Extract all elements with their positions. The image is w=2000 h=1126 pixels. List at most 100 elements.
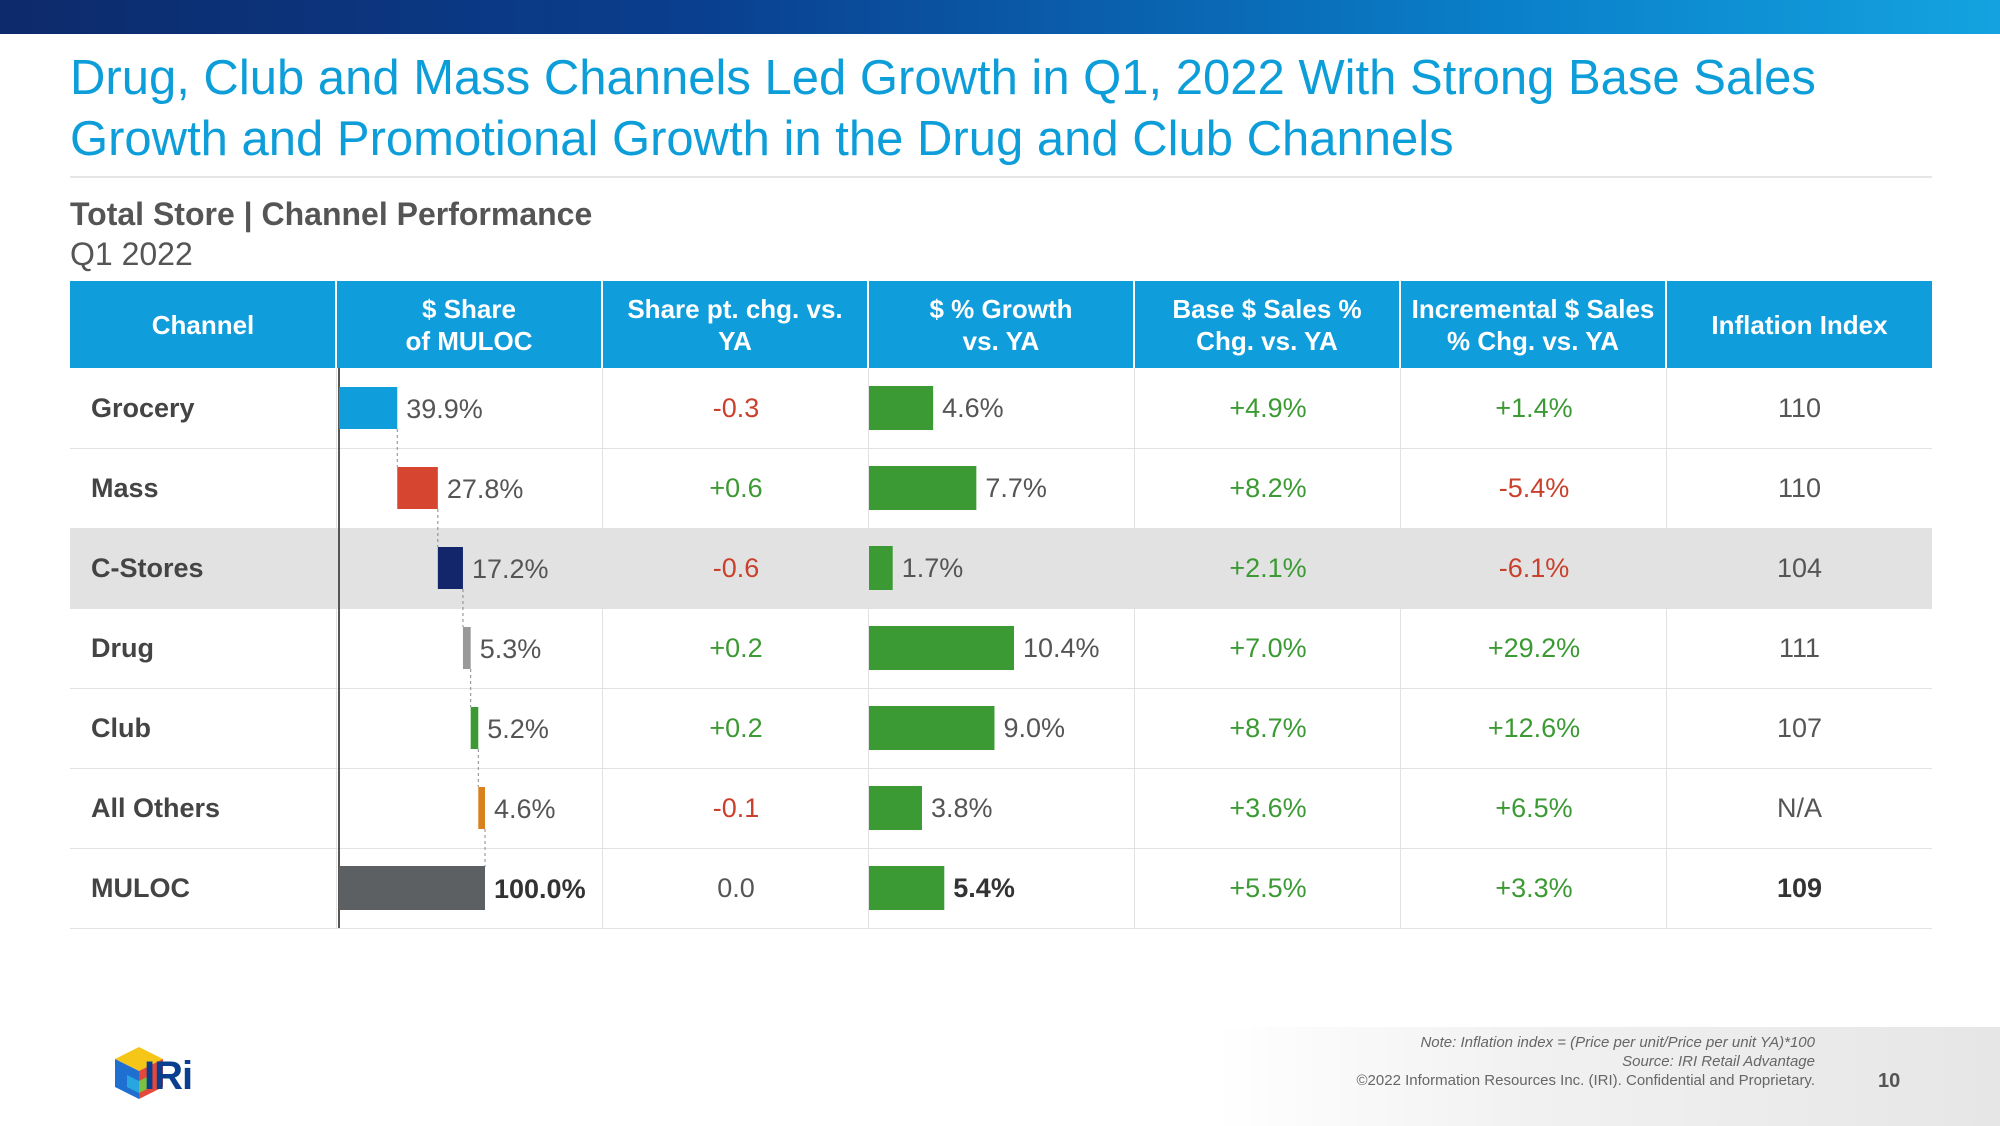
header-base-sales: Base $ Sales % Chg. vs. YA <box>1172 293 1362 356</box>
share-value-label: 39.9% <box>406 394 483 424</box>
cell-base-sales: +8.7% <box>1229 712 1307 743</box>
cell-inflation-index: 109 <box>1776 872 1823 903</box>
table-header: Channel $ Share of MULOC Share pt. chg. … <box>70 281 1932 368</box>
cell-share-chg: -0.3 <box>712 392 760 423</box>
cell-incremental-sales: +6.5% <box>1495 792 1573 823</box>
header-divider <box>1133 281 1135 368</box>
share-bar <box>478 787 485 829</box>
share-value-label: 4.6% <box>494 794 556 824</box>
cell-share-chg: +0.6 <box>709 472 763 503</box>
cell-incremental-sales: +29.2% <box>1487 632 1581 663</box>
share-bar <box>437 547 463 589</box>
cell-inflation-index: 104 <box>1776 552 1823 583</box>
growth-value-label: 1.7% <box>902 553 964 583</box>
table-row: All Others -0.1 +3.6% +6.5% N/A <box>70 768 1932 849</box>
header-divider <box>601 281 603 368</box>
share-bar <box>462 627 471 669</box>
table-row: C-Stores -0.6 +2.1% -6.1% 104 <box>70 528 1932 609</box>
growth-value-label: 7.7% <box>985 473 1047 503</box>
cell-channel: MULOC <box>91 872 190 903</box>
column-divider <box>1400 368 1401 928</box>
cell-incremental-sales: -5.4% <box>1498 472 1570 503</box>
title-divider <box>70 176 1932 178</box>
cell-share-chg: -0.1 <box>712 792 760 823</box>
table-row: MULOC 0.0 +5.5% +3.3% 109 <box>70 848 1932 929</box>
cell-inflation-index: 111 <box>1778 632 1821 663</box>
column-divider <box>868 368 869 928</box>
growth-bar <box>869 546 893 590</box>
growth-bar <box>869 706 995 750</box>
cell-base-sales: +3.6% <box>1229 792 1307 823</box>
page-title: Drug, Club and Mass Channels Led Growth … <box>70 51 1816 166</box>
page-number: 10 <box>1878 1070 1901 1092</box>
table-row: Grocery -0.3 +4.9% +1.4% 110 <box>70 368 1932 449</box>
header-inflation-index: Inflation Index <box>1711 309 1888 340</box>
growth-bar <box>869 626 1014 670</box>
cell-share-chg: 0.0 <box>717 872 755 903</box>
cell-channel: Drug <box>91 632 154 663</box>
header-divider <box>335 281 337 368</box>
growth-bar <box>869 786 922 830</box>
header-share-chg: Share pt. chg. vs. YA <box>627 293 843 356</box>
growth-value-label: 5.4% <box>953 873 1015 903</box>
footnote-note: Note: Inflation index = (Price per unit/… <box>1420 1034 1815 1051</box>
cell-inflation-index: 107 <box>1776 712 1823 743</box>
share-value-label: 17.2% <box>472 554 549 584</box>
cell-base-sales: +5.5% <box>1229 872 1307 903</box>
growth-bar <box>869 386 934 430</box>
share-bar <box>470 707 479 749</box>
cell-base-sales: +2.1% <box>1229 552 1307 583</box>
cell-base-sales: +4.9% <box>1229 392 1307 423</box>
footnote-source: Source: IRI Retail Advantage <box>1622 1053 1815 1070</box>
cell-incremental-sales: +3.3% <box>1495 872 1573 903</box>
header-divider <box>1665 281 1667 368</box>
growth-value-label: 4.6% <box>942 393 1004 423</box>
header-channel: Channel <box>151 309 255 340</box>
table-row: Club +0.2 +8.7% +12.6% 107 <box>70 688 1932 769</box>
share-bar <box>339 387 398 429</box>
cell-share-chg: +0.2 <box>709 712 763 743</box>
column-divider <box>1666 368 1667 928</box>
footer-background <box>1215 1027 2000 1126</box>
cell-base-sales: +8.2% <box>1229 472 1307 503</box>
cell-incremental-sales: +12.6% <box>1487 712 1581 743</box>
share-value-label: 27.8% <box>447 474 524 504</box>
footnote-copyright: ©2022 Information Resources Inc. (IRI). … <box>1356 1072 1816 1089</box>
growth-bar <box>869 866 945 910</box>
growth-bar <box>869 466 977 510</box>
header-growth: $ % Growth vs. YA <box>929 293 1073 356</box>
cell-channel: Club <box>91 712 151 743</box>
share-value-label: 5.2% <box>487 714 549 744</box>
subtitle: Total Store | Channel Performance <box>70 196 593 232</box>
cell-base-sales: +7.0% <box>1229 632 1307 663</box>
cell-inflation-index: 110 <box>1777 472 1822 503</box>
cell-inflation-index: N/A <box>1776 792 1822 823</box>
column-divider <box>1134 368 1135 928</box>
cell-channel: Mass <box>91 472 159 503</box>
header-divider <box>1399 281 1401 368</box>
top-banner <box>0 0 2000 34</box>
footnote: Note: Inflation index = (Price per unit/… <box>1357 1033 1816 1090</box>
cell-channel: All Others <box>91 792 221 823</box>
cell-share-chg: -0.6 <box>712 552 760 583</box>
share-value-label: 5.3% <box>480 634 542 664</box>
iri-logo-icon <box>115 1047 163 1099</box>
growth-value-label: 3.8% <box>931 793 993 823</box>
column-divider <box>336 368 337 928</box>
header-incremental-sales: Incremental $ Sales % Chg. vs. YA <box>1411 293 1655 356</box>
growth-value-label: 9.0% <box>1003 713 1065 743</box>
logo-text: IRi <box>144 1054 193 1098</box>
share-value-label: 100.0% <box>494 874 586 904</box>
period-label: Q1 2022 <box>70 236 193 272</box>
column-divider <box>602 368 603 928</box>
header-share: $ Share of MULOC <box>405 293 533 356</box>
cell-channel: Grocery <box>91 392 195 423</box>
table-row: Drug +0.2 +7.0% +29.2% 111 <box>70 608 1932 689</box>
cell-incremental-sales: +1.4% <box>1495 392 1573 423</box>
share-bar <box>397 467 438 509</box>
share-bar <box>339 866 485 910</box>
cell-channel: C-Stores <box>91 552 204 583</box>
cell-incremental-sales: -6.1% <box>1498 552 1570 583</box>
cell-inflation-index: 110 <box>1777 392 1822 423</box>
